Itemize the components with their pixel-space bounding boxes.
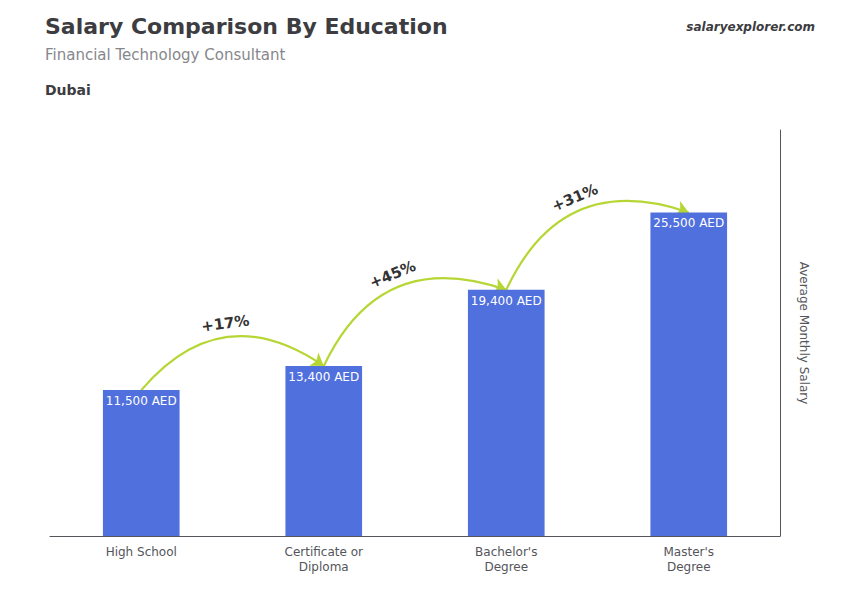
svg-text:Salary Comparison By Education: Salary Comparison By Education (45, 14, 448, 39)
svg-text:Degree: Degree (667, 560, 711, 574)
svg-text:Dubai: Dubai (45, 82, 91, 98)
svg-text:Master's: Master's (663, 545, 714, 559)
svg-text:+45%: +45% (367, 257, 419, 292)
svg-text:25,500 AED: 25,500 AED (653, 216, 724, 230)
svg-text:Degree: Degree (484, 560, 528, 574)
svg-text:19,400 AED: 19,400 AED (471, 294, 542, 308)
svg-text:13,400 AED: 13,400 AED (288, 370, 359, 384)
svg-text:+31%: +31% (549, 180, 601, 215)
svg-text:salaryexplorer.com: salaryexplorer.com (686, 20, 815, 34)
svg-text:Certificate or: Certificate or (285, 545, 363, 559)
svg-text:Average Monthly Salary: Average Monthly Salary (797, 262, 811, 405)
svg-text:+17%: +17% (200, 312, 250, 336)
svg-text:High School: High School (106, 545, 177, 559)
svg-text:Diploma: Diploma (299, 560, 349, 574)
svg-text:Financial Technology Consultan: Financial Technology Consultant (45, 46, 285, 64)
svg-text:Bachelor's: Bachelor's (475, 545, 537, 559)
svg-text:11,500 AED: 11,500 AED (106, 394, 177, 408)
